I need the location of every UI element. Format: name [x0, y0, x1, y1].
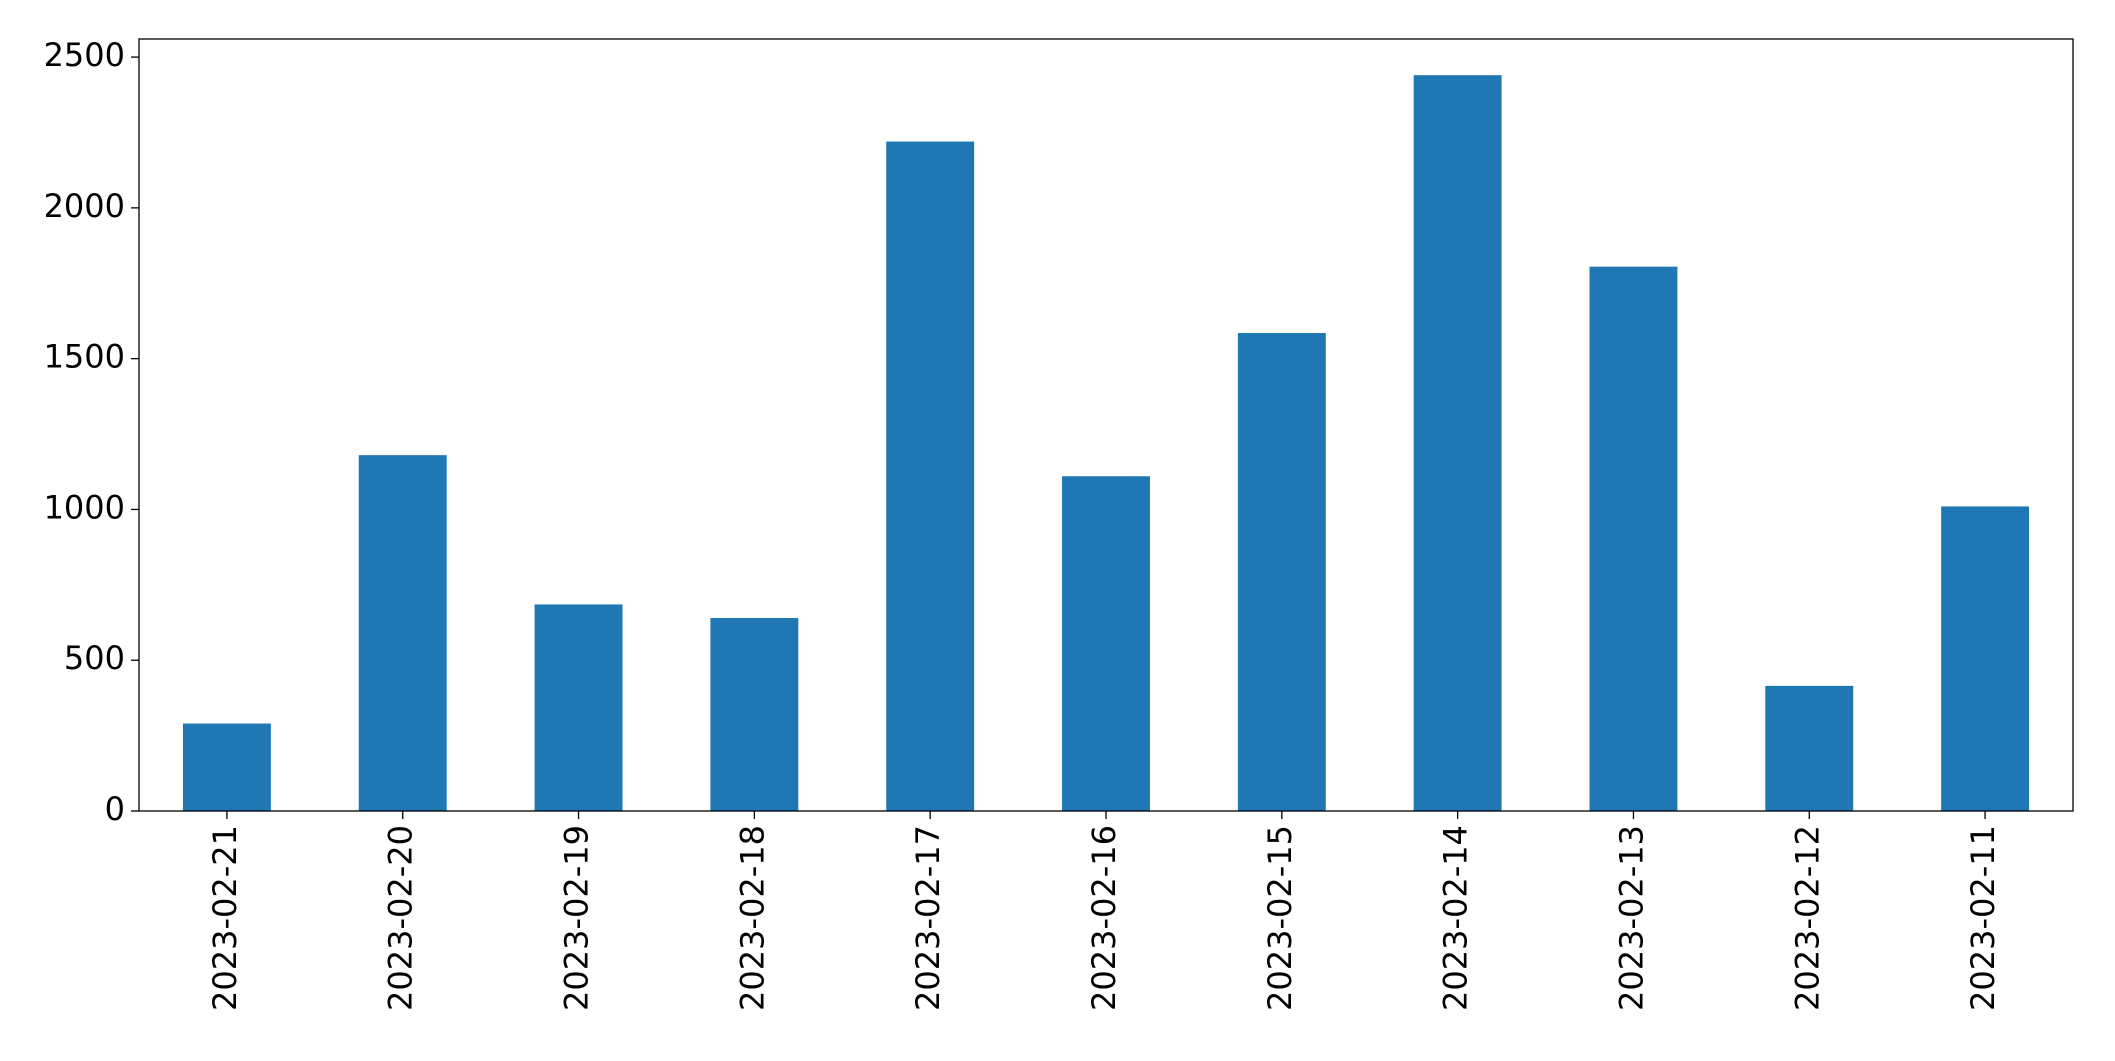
bar: [886, 141, 975, 811]
x-tick-label: 2023-02-11: [1964, 825, 2002, 1011]
x-tick-label: 2023-02-19: [558, 825, 596, 1011]
y-tick-label: 2500: [44, 36, 125, 74]
x-tick-label: 2023-02-14: [1437, 825, 1475, 1011]
bar: [534, 604, 623, 811]
bar: [1765, 685, 1854, 811]
x-tick-label: 2023-02-20: [382, 825, 420, 1011]
x-tick-label: 2023-02-21: [206, 825, 244, 1011]
x-tick-label: 2023-02-18: [733, 825, 771, 1011]
x-tick-label: 2023-02-17: [909, 825, 947, 1011]
x-tick-label: 2023-02-12: [1788, 825, 1826, 1011]
x-tick-label: 2023-02-13: [1612, 825, 1650, 1011]
bar: [1589, 266, 1678, 811]
bar: [1941, 506, 2030, 811]
bar: [1062, 476, 1150, 811]
bar: [1237, 333, 1326, 811]
bar: [710, 618, 799, 811]
plot-frame: [138, 38, 2074, 812]
bar: [182, 723, 271, 811]
y-tick-label: 500: [64, 639, 125, 677]
y-tick-label: 1000: [44, 488, 125, 526]
x-tick-label: 2023-02-15: [1261, 825, 1299, 1011]
y-tick-label: 0: [105, 790, 125, 828]
bar: [1413, 75, 1502, 811]
bar: [358, 455, 447, 811]
x-tick-label: 2023-02-16: [1085, 825, 1123, 1011]
y-tick-label: 2000: [44, 187, 125, 225]
y-tick-label: 1500: [44, 338, 125, 376]
